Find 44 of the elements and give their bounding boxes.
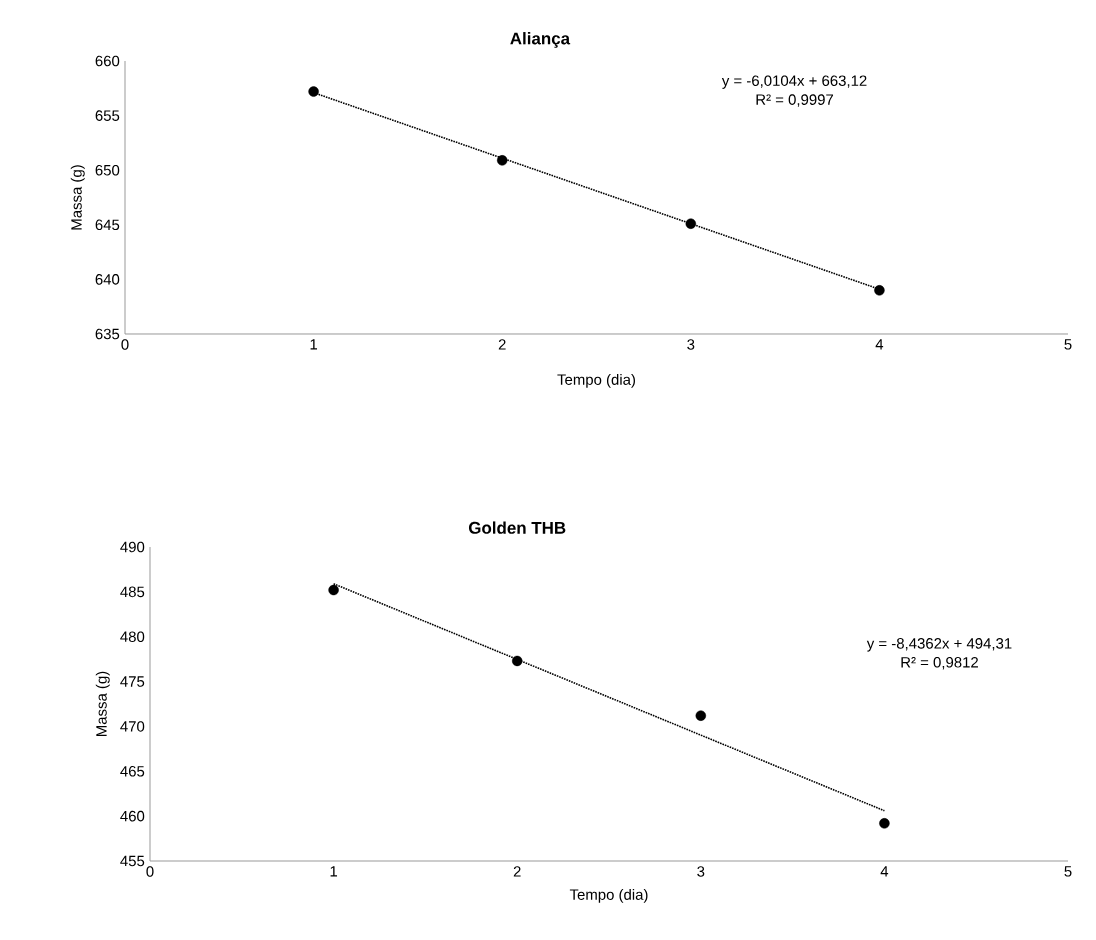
y-tick-label: 460 (120, 810, 145, 822)
y-tick-label: 485 (120, 586, 145, 598)
y-axis-title: Massa (g) (70, 165, 85, 230)
point (497, 155, 508, 166)
y-tick-label: 470 (120, 721, 145, 732)
y-tick-label: 640 (95, 274, 120, 285)
y-tick-label: 490 (120, 541, 145, 553)
chart-title: Golden THB (468, 521, 566, 534)
annotation: y = -6,0104x + 663,12 (721, 75, 867, 89)
x-axis-title: Tempo (dia) (569, 888, 648, 903)
y-tick-label: 455 (120, 855, 145, 867)
x-tick-label: 0 (146, 866, 154, 877)
y-tick-label: 480 (120, 631, 145, 642)
point (685, 218, 696, 229)
x-tick-label: 2 (498, 339, 506, 350)
point (512, 655, 523, 667)
x-tick-label: 1 (310, 339, 318, 350)
y-tick-label: 655 (95, 110, 120, 121)
annotation: y = -8,4362x + 494,31 (866, 638, 1012, 652)
point (328, 584, 339, 596)
x-tick-label: 4 (880, 866, 889, 877)
x-tick-label: 5 (1064, 866, 1072, 877)
y-tick-label: 635 (95, 328, 120, 340)
x-tick-label: 0 (121, 339, 129, 350)
x-tick-label: 4 (875, 339, 884, 350)
annotation: R² = 0,9997 (756, 94, 834, 107)
point (695, 710, 707, 721)
y-axis-title: Massa (g) (95, 671, 110, 736)
point (879, 818, 890, 829)
y-tick-label: 660 (95, 55, 120, 67)
x-tick-label: 2 (513, 866, 521, 877)
annotation: R² = 0,9812 (901, 657, 978, 670)
x-tick-label: 5 (1064, 339, 1072, 350)
y-tick-label: 465 (120, 765, 145, 777)
point (874, 285, 885, 296)
x-tick-label: 1 (330, 866, 338, 877)
x-tick-label: 3 (687, 339, 695, 350)
chart-title: Aliança (510, 32, 571, 48)
y-tick-label: 475 (120, 676, 145, 687)
x-tick-label: 3 (697, 866, 705, 877)
y-tick-label: 650 (95, 164, 120, 176)
x-axis-title: Tempo (dia) (557, 373, 635, 388)
point (308, 86, 319, 97)
y-tick-label: 645 (95, 219, 120, 231)
